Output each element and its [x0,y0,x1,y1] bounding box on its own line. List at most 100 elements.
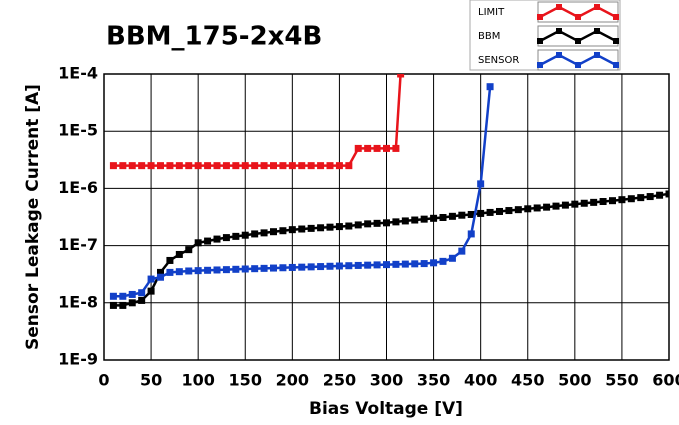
marker [138,162,146,170]
marker [401,260,409,268]
y-tick-label: 1E-8 [58,292,98,311]
marker [345,162,353,170]
marker [213,266,221,274]
marker [213,162,221,170]
marker [260,162,268,170]
marker [128,290,136,298]
marker [505,207,513,215]
marker [609,197,616,205]
y-tick-label: 1E-9 [58,350,98,369]
marker [298,162,306,170]
marker [222,234,230,242]
marker [627,195,635,203]
marker [166,268,174,276]
marker [251,265,259,273]
marker [430,214,438,222]
marker [232,265,240,273]
marker [307,224,315,232]
legend-label: SENSOR [478,55,519,66]
marker [401,217,409,225]
marker [533,204,541,212]
legend-swatch-marker [537,38,543,44]
marker [411,216,419,224]
plot-frame [103,73,670,361]
marker [185,267,193,275]
marker [119,162,127,170]
marker [222,162,230,170]
marker [213,235,221,243]
marker [279,162,287,170]
marker [175,250,183,258]
marker [241,162,249,170]
marker [496,207,503,215]
marker [270,264,277,272]
marker [373,219,381,227]
marker [288,162,296,170]
marker [637,194,645,202]
marker [439,257,447,265]
marker [194,267,202,275]
marker [599,198,607,206]
marker [392,144,400,152]
marker [364,220,372,228]
y-tick-label: 1E-4 [58,64,98,83]
legend-swatch-marker [575,62,581,68]
marker [147,287,155,295]
marker [317,224,325,232]
x-tick-label: 300 [370,371,403,390]
legend-swatch-marker [594,28,600,34]
marker [270,162,277,170]
legend-swatch-marker [613,38,619,44]
marker [326,223,334,231]
marker [335,223,343,231]
marker [232,232,240,240]
series-group [109,74,669,309]
marker [185,246,193,254]
legend-swatch-marker [575,14,581,20]
marker [270,228,277,236]
marker [392,218,400,226]
marker [467,230,475,238]
marker [656,191,664,199]
marker [279,227,287,235]
legend-swatch-marker [537,62,543,68]
x-tick-label: 350 [417,371,450,390]
marker [157,273,164,281]
x-tick-label: 550 [605,371,638,390]
marker [580,199,588,207]
marker [590,198,598,206]
marker [194,239,202,247]
marker [373,144,381,152]
marker [448,254,456,262]
marker [354,261,362,269]
marker [166,162,174,170]
marker [420,215,428,223]
marker [392,260,400,268]
marker [552,202,560,210]
marker [185,162,193,170]
marker [317,162,325,170]
marker [618,196,626,204]
marker [439,213,447,221]
marker [222,266,230,274]
marker [477,180,485,188]
marker [411,260,419,268]
marker [364,261,372,269]
marker [194,162,202,170]
marker [354,221,362,229]
marker [383,219,390,227]
marker [204,162,212,170]
marker [260,264,268,272]
marker [298,263,306,271]
marker [232,162,240,170]
marker [317,263,325,271]
marker [109,162,117,170]
x-tick-label: 600 [652,371,679,390]
legend-swatch-marker [556,52,562,58]
marker [364,144,372,152]
marker [288,226,296,234]
legend-swatch-marker [594,52,600,58]
marker [175,268,183,276]
marker [138,296,146,304]
marker [157,162,164,170]
